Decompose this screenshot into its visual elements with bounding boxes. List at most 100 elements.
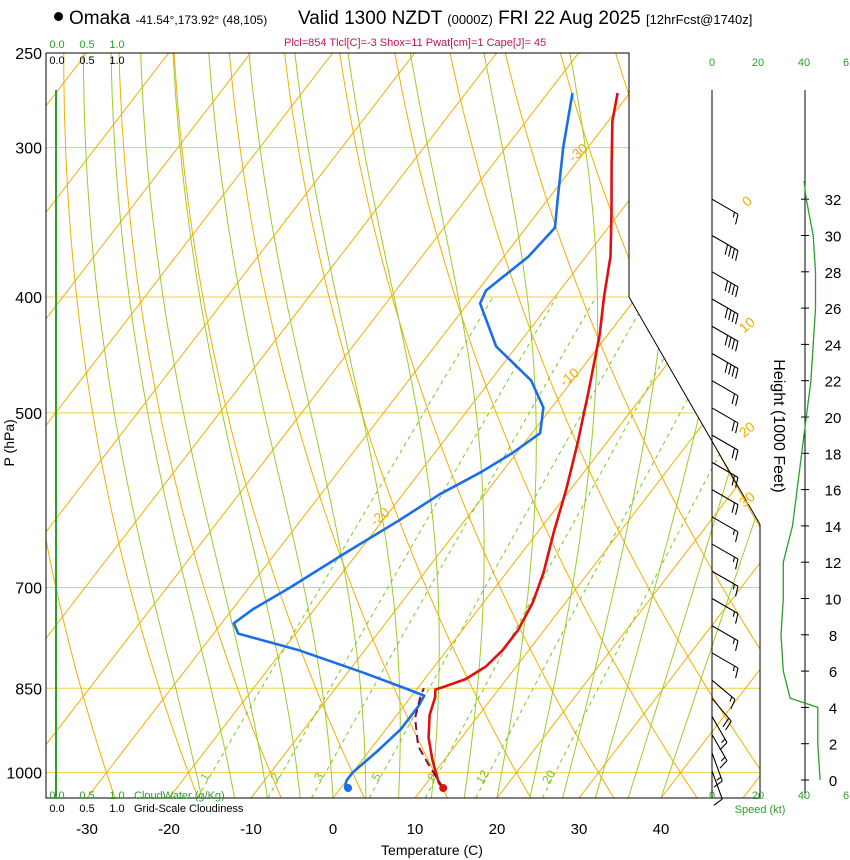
mixing-ratio-line	[475, 296, 744, 798]
wind-barb-staff	[711, 352, 739, 369]
pressure-tick-label: 500	[15, 406, 42, 423]
wind-barb-staff	[711, 752, 723, 782]
wind-scale-bottom-label: 6	[843, 790, 849, 802]
height-tick-label: 6	[829, 664, 837, 681]
wind-barb-flag	[713, 798, 723, 806]
isotherm-label: 0	[739, 192, 755, 209]
wind-speed-profile-line	[780, 181, 821, 781]
cloudiness-label: Grid-Scale Cloudiness	[134, 803, 244, 815]
wind-barb-flag	[724, 244, 729, 255]
pressure-tick-label: 700	[15, 581, 42, 598]
wind-barb	[711, 461, 739, 488]
wind-barb-staff	[711, 625, 739, 642]
moist-adiabat-line	[529, 53, 599, 798]
moist-adiabat-line	[292, 53, 401, 798]
wind-barb-half-flag	[732, 212, 736, 218]
cloud-scale-bottom-black: 1.0	[109, 803, 124, 815]
cloud-scale-bottom-black: 0.5	[79, 803, 94, 815]
height-tick-label: 24	[825, 337, 842, 354]
series-temperature-line	[427, 92, 619, 789]
isotherm-label: -10	[556, 364, 582, 389]
cloud-scale-bottom-black: 0.0	[49, 803, 64, 815]
wind-barb-flag	[735, 368, 739, 379]
pressure-tick-label: 250	[15, 46, 42, 63]
wind-barb-half-flag	[732, 584, 736, 590]
height-tick-label: 28	[825, 265, 842, 282]
dry-adiabat-line	[63, 53, 199, 798]
wind-barb-flag	[735, 558, 739, 570]
dry-adiabat-line	[554, 53, 760, 798]
height-tick-label: 8	[829, 628, 837, 645]
dry-adiabat-line	[281, 53, 532, 798]
dry-adiabat-line	[390, 53, 698, 798]
wind-barb-half-flag	[732, 529, 736, 536]
height-tick-label: 0	[829, 773, 837, 790]
wind-barb-half-flag	[732, 638, 736, 644]
sounding-params: Plcl=854 Tlcl[C]=-3 Shox=11 Pwat[cm]=1 C…	[284, 37, 547, 49]
isotherm-line	[250, 53, 760, 798]
height-tick-label: 32	[825, 192, 842, 209]
background-grid	[46, 53, 760, 798]
wind-barb-staff	[711, 298, 739, 315]
wind-barb	[711, 434, 739, 461]
wind-barb-staff	[711, 652, 739, 669]
wind-barb	[711, 271, 739, 298]
dry-adiabat-line	[445, 53, 760, 798]
pressure-axis-title: P (hPa)	[1, 419, 17, 466]
wind-barb-flag	[735, 341, 739, 352]
mixing-ratio-label: 1	[197, 770, 213, 783]
wind-barb-flag	[735, 640, 739, 652]
wind-barb	[711, 489, 739, 515]
series-dewpoint-line	[232, 92, 574, 789]
wind-barb-half-flag	[721, 756, 726, 762]
height-tick-label: 10	[825, 592, 842, 609]
wind-barb-flag	[735, 250, 739, 261]
pressure-tick-label: 850	[15, 681, 42, 698]
cloud-scale-top-black: 0.0	[49, 55, 64, 67]
wind-barb	[711, 752, 723, 788]
isotherm-label: 10	[736, 313, 758, 335]
wind-barb-staff	[711, 770, 723, 800]
height-tick-label: 20	[825, 410, 842, 427]
mixing-ratio-label: 2	[267, 770, 283, 783]
wind-scale-bottom-label: 40	[798, 790, 810, 802]
wind-barb	[711, 570, 739, 597]
wind-barb-half-flag	[732, 611, 736, 617]
valid-time-title: Valid 1300 NZDT (0000Z) FRI 22 Aug 2025 …	[298, 8, 752, 30]
wind-barb-flag	[713, 780, 723, 788]
wind-barb-staff	[711, 734, 728, 761]
temperature-tick-label: 0	[329, 821, 337, 838]
wind-barb	[711, 734, 728, 769]
wind-barb-flag	[724, 307, 729, 319]
wind-barb	[711, 235, 739, 261]
moist-adiabat-line	[246, 53, 367, 798]
wind-barb-staff	[711, 434, 739, 451]
isotherm-line	[86, 53, 678, 798]
wind-scale-bottom-label: 20	[752, 790, 764, 802]
height-tick-label: 4	[829, 700, 837, 717]
moist-adiabat-line	[627, 53, 760, 798]
isotherm-line	[332, 53, 760, 798]
wind-barb-staff	[711, 461, 739, 478]
wind-barb-staff	[711, 716, 728, 743]
wind-barb-half-flag	[732, 556, 736, 563]
wind-scale-top-label: 0	[709, 57, 715, 69]
height-tick-label: 14	[825, 519, 842, 536]
wind-barb-flag	[728, 364, 732, 375]
wind-barb-staff	[711, 543, 739, 560]
cloud-scale-top-green: 0.0	[49, 39, 64, 51]
dry-adiabat-line	[172, 53, 365, 798]
wind-barb-staff	[711, 489, 739, 506]
wind-barb	[711, 352, 739, 379]
wind-barb-flag	[728, 309, 732, 321]
mixing-ratio-label: 5	[368, 770, 384, 783]
cloud-scale-top-black: 0.5	[79, 55, 94, 67]
moist-adiabat-line	[171, 53, 301, 798]
wind-barb-staff	[711, 598, 739, 614]
wind-barb-half-flag	[729, 696, 733, 702]
wind-barb	[711, 697, 732, 731]
wind-barb-flag	[731, 284, 736, 296]
wind-barb-staff	[711, 235, 739, 251]
wind-barb	[711, 598, 739, 624]
